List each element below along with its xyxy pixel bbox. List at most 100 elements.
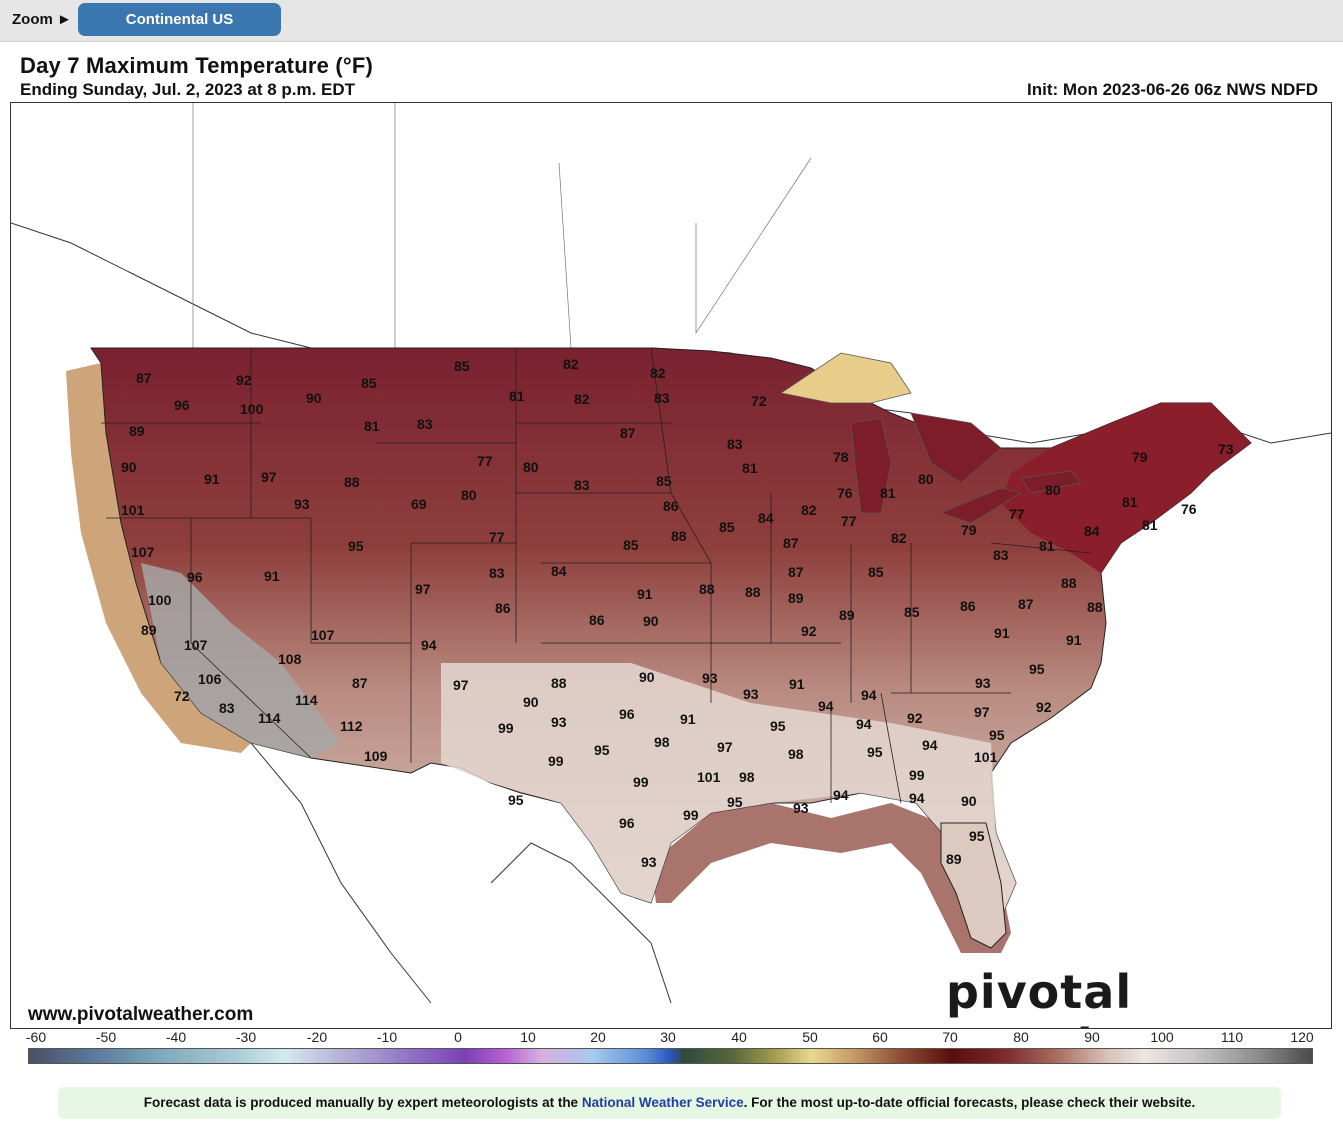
temp-label: 100: [148, 592, 172, 608]
temp-label: 98: [654, 734, 670, 750]
temp-label: 96: [174, 397, 190, 413]
colorbar-tick: -50: [95, 1029, 117, 1045]
temp-label: 76: [837, 485, 853, 501]
temp-label: 80: [918, 471, 934, 487]
temp-label: 89: [141, 622, 157, 638]
toolbar: Zoom ► Continental US: [0, 0, 1343, 42]
temp-label: 93: [793, 800, 809, 816]
temp-label: 93: [294, 496, 310, 512]
temp-label: 114: [258, 710, 281, 726]
colorbar-tick: -30: [235, 1029, 257, 1045]
temp-label: 82: [563, 356, 579, 372]
temp-label: 79: [961, 522, 977, 538]
temp-label: 101: [121, 502, 145, 518]
temperature-labels: 87 92 96 100 90 85 85 82 82 81 82 83 89 …: [121, 356, 1234, 870]
valid-time: Ending Sunday, Jul. 2, 2023 at 8 p.m. ED…: [20, 80, 356, 99]
region-select-button[interactable]: Continental US: [78, 3, 281, 36]
temp-label: 107: [184, 637, 208, 653]
temp-label: 95: [867, 744, 883, 760]
florida: [940, 822, 1007, 949]
temp-label: 96: [619, 815, 635, 831]
lake-erie: [939, 487, 1023, 524]
temp-label: 88: [745, 584, 761, 600]
temp-label: 89: [946, 851, 962, 867]
temp-label: 99: [683, 807, 699, 823]
temp-label: 77: [841, 513, 857, 529]
colorbar-tick: 10: [520, 1029, 536, 1045]
temp-label: 83: [727, 436, 743, 452]
nws-disclaimer: Forecast data is produced manually by ex…: [58, 1087, 1281, 1119]
temp-label: 69: [411, 496, 427, 512]
temp-label: 89: [129, 423, 145, 439]
temp-label: 83: [489, 565, 505, 581]
temp-label: 81: [509, 388, 525, 404]
temperature-colorbar: [28, 1048, 1313, 1064]
temp-label: 91: [264, 568, 280, 584]
temp-label: 83: [654, 390, 670, 406]
temp-label: 83: [417, 416, 433, 432]
lake-michigan: [850, 417, 892, 514]
temp-label: 97: [415, 581, 431, 597]
colorbar-tick: 0: [454, 1029, 462, 1045]
colorbar-tick: 60: [872, 1029, 888, 1045]
temp-label: 94: [922, 737, 938, 753]
temp-label: 81: [880, 485, 896, 501]
temp-label: 99: [633, 774, 649, 790]
temp-label: 93: [551, 714, 567, 730]
temp-label: 80: [523, 459, 539, 475]
colorbar-tick: -40: [165, 1029, 187, 1045]
colorbar-tick: -60: [25, 1029, 47, 1045]
temp-label: 90: [306, 390, 322, 406]
temp-label: 91: [637, 586, 653, 602]
temp-label: 85: [719, 519, 735, 535]
temp-label: 83: [219, 700, 235, 716]
temp-label: 91: [204, 471, 220, 487]
temp-label: 90: [523, 694, 539, 710]
temp-label: 79: [1132, 449, 1148, 465]
south-warm-zone: [441, 663, 1016, 918]
temp-label: 77: [489, 529, 505, 545]
temp-label: 112: [340, 718, 363, 734]
temp-label: 114: [295, 692, 318, 708]
forecast-map[interactable]: 87 92 96 100 90 85 85 82 82 81 82 83 89 …: [10, 102, 1332, 1029]
temp-label: 81: [364, 418, 380, 434]
lake-ontario: [1020, 470, 1082, 494]
temp-label: 84: [758, 510, 774, 526]
state-borders: [101, 347, 1092, 804]
temp-label: 86: [960, 598, 976, 614]
temp-label: 78: [833, 449, 849, 465]
temp-label: 88: [1087, 599, 1103, 615]
temp-label: 101: [974, 749, 998, 765]
lake-superior: [779, 352, 912, 404]
temp-label: 81: [1142, 517, 1158, 533]
temp-label: 85: [904, 604, 920, 620]
temp-label: 81: [742, 460, 758, 476]
temp-label: 96: [187, 569, 203, 585]
temp-label: 95: [989, 727, 1005, 743]
temp-label: 94: [909, 790, 925, 806]
temp-label: 98: [739, 769, 755, 785]
temp-label: 99: [548, 753, 564, 769]
colorbar-tick: 70: [942, 1029, 958, 1045]
temp-label: 95: [770, 718, 786, 734]
colorbar-tick: 30: [660, 1029, 676, 1045]
colorbar-tick: -20: [306, 1029, 328, 1045]
colorbar-tick: 100: [1150, 1029, 1174, 1045]
temp-label: 108: [278, 651, 302, 667]
temp-label: 94: [421, 637, 437, 653]
pacific-coastal-waters: [66, 363, 251, 753]
temp-label: 97: [453, 677, 469, 693]
temp-label: 88: [344, 474, 360, 490]
nws-link[interactable]: National Weather Service: [581, 1095, 744, 1110]
temp-label: 81: [1039, 538, 1055, 554]
temp-label: 91: [789, 676, 805, 692]
temp-label: 85: [454, 358, 470, 374]
temp-label: 77: [477, 453, 493, 469]
temp-label: 77: [1009, 506, 1025, 522]
temp-label: 91: [1066, 632, 1082, 648]
temp-label: 94: [861, 687, 877, 703]
temp-label: 95: [594, 742, 610, 758]
colorbar-tick: -10: [376, 1029, 398, 1045]
temp-label: 106: [198, 671, 222, 687]
site-url: www.pivotalweather.com: [28, 1004, 254, 1025]
